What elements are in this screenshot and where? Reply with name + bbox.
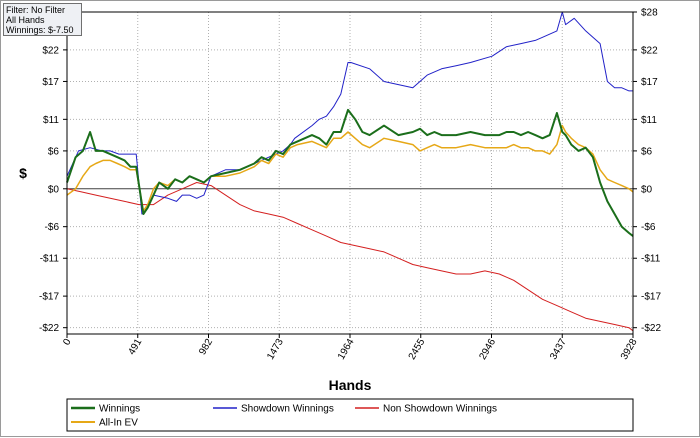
- y-tick-label: -$11: [40, 254, 60, 265]
- y-tick-label: $22: [641, 45, 658, 56]
- y-tick-label: -$22: [39, 323, 59, 334]
- y-tick-label: -$6: [45, 222, 60, 233]
- hands-text: All Hands: [6, 15, 45, 25]
- y-axis-ticks-right: $28 $22 $17 $11 $6 $0 -$6 -$11 -$17 -$22: [633, 8, 661, 334]
- y-tick-label: -$11: [641, 254, 661, 265]
- x-axis-label: Hands: [329, 377, 372, 393]
- x-tick-label: 2455: [407, 337, 428, 362]
- y-tick-label: $11: [641, 115, 657, 126]
- y-axis-label: $: [19, 165, 27, 181]
- y-tick-label: -$17: [641, 292, 661, 303]
- x-tick-label: 491: [126, 337, 144, 357]
- y-tick-label: -$6: [641, 222, 656, 233]
- x-tick-label: 982: [197, 337, 215, 357]
- y-tick-label: $6: [48, 146, 60, 157]
- y-tick-label: -$22: [641, 323, 661, 334]
- grid: [67, 11, 633, 334]
- series-winnings: [66, 108, 634, 237]
- y-tick-label: $28: [641, 8, 658, 19]
- y-tick-label: $0: [641, 184, 653, 195]
- x-tick-label: 3437: [548, 337, 569, 362]
- x-tick-label: 3928: [619, 337, 640, 362]
- plot-frame: [66, 11, 634, 335]
- x-tick-label: 0: [61, 337, 74, 348]
- legend: Winnings Showdown Winnings Non Showdown Wi…: [66, 398, 634, 432]
- x-tick-label: 1473: [265, 337, 286, 362]
- x-tick-label: 1964: [336, 337, 357, 362]
- y-tick-label: -$17: [39, 292, 59, 303]
- y-axis-ticks-left: $28$22$17$11$6$0-$6-$11-$17-$22: [39, 8, 67, 334]
- x-tick-label: 2946: [477, 337, 498, 362]
- legend-label-non-showdown-winnings: Non Showdown Winnings: [383, 404, 497, 415]
- y-tick-label: $22: [42, 45, 59, 56]
- legend-label-all-in-ev: All-In EV: [99, 418, 138, 429]
- legend-label-winnings: Winnings: [99, 404, 140, 415]
- legend-box: [66, 398, 634, 432]
- filter-info-box: Filter: No Filter All Hands Winnings: $-…: [3, 3, 82, 36]
- y-tick-label: $11: [43, 115, 59, 126]
- series-non-showdown-winnings: [66, 182, 634, 332]
- winnings-text: Winnings: $-7.50: [6, 25, 74, 35]
- y-tick-label: $6: [641, 146, 653, 157]
- series-lines: [66, 11, 634, 332]
- y-tick-label: $17: [42, 77, 59, 88]
- y-tick-label: $0: [48, 184, 60, 195]
- y-tick-label: $17: [641, 77, 658, 88]
- filter-text: Filter: No Filter: [6, 5, 66, 15]
- series-all-in-ev: [66, 124, 634, 212]
- x-axis-ticks: 0 491 982 1473 1964 2455 2946 3437 3928: [61, 334, 640, 362]
- legend-label-showdown-winnings: Showdown Winnings: [241, 404, 334, 415]
